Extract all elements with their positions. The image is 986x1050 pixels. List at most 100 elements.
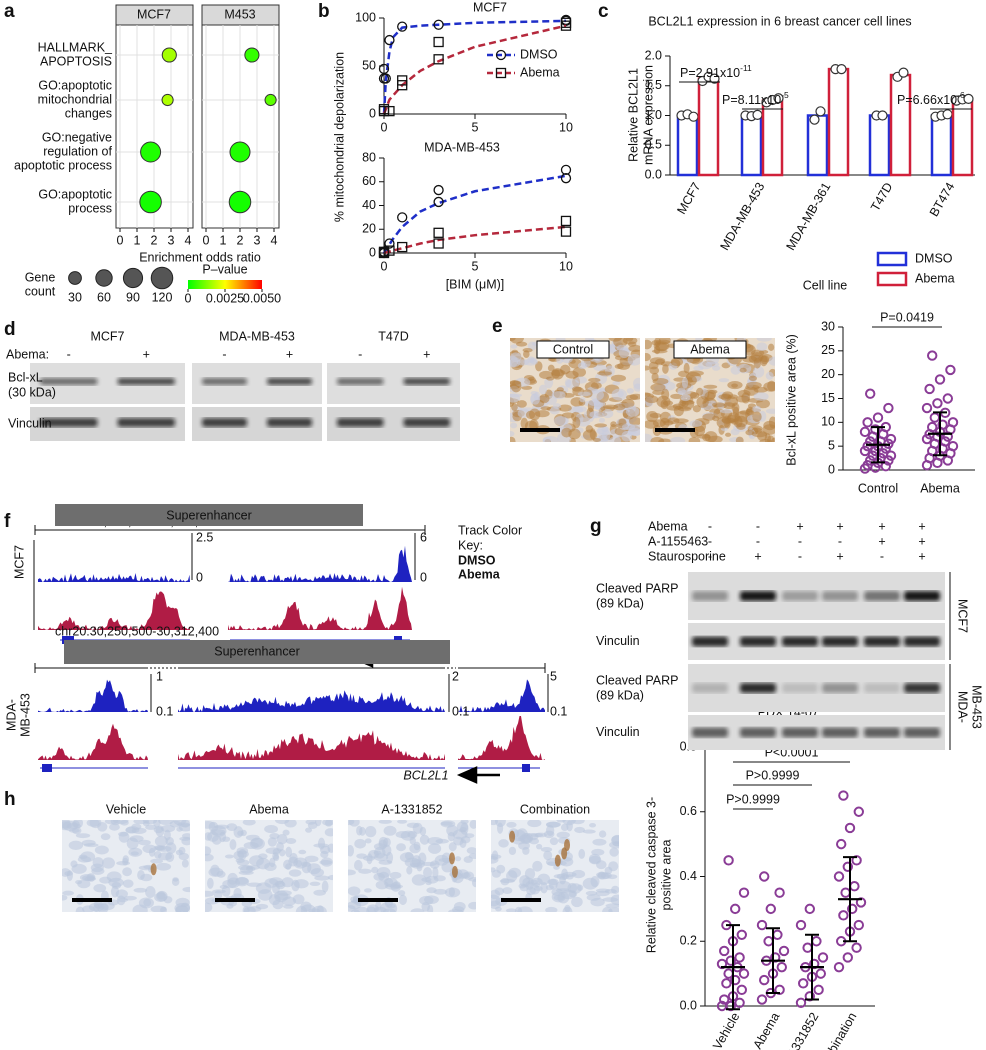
image-label: Abema (249, 802, 289, 816)
cell-line-label: MCF7 (12, 545, 26, 579)
point (842, 861, 853, 872)
protein-label: Vinculin (596, 725, 640, 739)
cell (602, 906, 613, 912)
cell (669, 436, 686, 442)
cell (130, 851, 139, 856)
cell (711, 402, 726, 408)
point (397, 75, 408, 86)
x-axis-label: Enrichment odds ratio (139, 250, 261, 264)
cell (236, 859, 250, 866)
cell (516, 400, 527, 408)
cell (768, 343, 775, 351)
p-value: P>0.9999 (726, 792, 780, 806)
cell-line-label: T47D (378, 329, 409, 343)
cell (350, 909, 360, 912)
point (397, 21, 408, 32)
point (844, 822, 856, 834)
y-tick-label: 0.5 (645, 138, 662, 152)
cell (86, 820, 100, 827)
scale-bar (520, 428, 560, 432)
point (560, 215, 572, 227)
cell (633, 383, 640, 392)
enhancer-box (55, 504, 363, 526)
legend-label: Abema (520, 65, 560, 79)
p-value: P>0.9999 (746, 768, 800, 782)
cell (704, 431, 718, 442)
cell (491, 820, 498, 826)
cell (614, 364, 624, 370)
cell (588, 399, 601, 406)
x-tick-label: 5 (472, 259, 479, 273)
cell (537, 873, 551, 885)
point (756, 994, 768, 1005)
point (772, 929, 783, 940)
cell (555, 888, 572, 893)
dot (244, 47, 260, 63)
panel-label: f (4, 511, 11, 532)
band (822, 727, 858, 738)
cell (539, 370, 554, 380)
point (942, 109, 953, 120)
point (842, 952, 853, 963)
cell (589, 389, 605, 401)
scale-label: 2 (452, 669, 459, 683)
point (883, 402, 894, 414)
band (822, 683, 858, 693)
cell-line-label: MDA- (4, 699, 18, 731)
cell (601, 429, 611, 442)
cell (348, 844, 355, 857)
point (862, 417, 873, 428)
band (740, 727, 776, 738)
cell (122, 857, 129, 866)
scale-bar (655, 428, 695, 432)
point (815, 968, 826, 979)
bar (827, 67, 850, 177)
cell (660, 399, 669, 410)
point (433, 19, 444, 30)
cell (673, 405, 684, 417)
point (719, 945, 730, 957)
point (870, 424, 881, 435)
sign: + (878, 534, 885, 548)
x-tick-label: 4 (271, 233, 278, 247)
cell (281, 877, 294, 888)
cell (588, 853, 601, 864)
cell (319, 859, 333, 865)
point (752, 109, 763, 121)
stain (448, 852, 455, 865)
cell (82, 905, 95, 912)
cell (276, 842, 284, 852)
cell (292, 894, 305, 905)
cell (423, 867, 433, 879)
cell (101, 857, 115, 869)
cell (471, 878, 476, 888)
cell (692, 405, 701, 413)
cell (154, 850, 162, 859)
cell (765, 371, 774, 380)
cell (505, 908, 517, 912)
cell (459, 838, 467, 848)
cell (540, 847, 553, 852)
sign: + (878, 519, 885, 533)
cell (288, 869, 302, 877)
band (782, 591, 818, 601)
cell (582, 429, 598, 441)
cell (348, 886, 361, 896)
point (774, 887, 785, 898)
cell (235, 876, 250, 887)
bar (676, 114, 699, 177)
cell (115, 889, 129, 899)
scale-label: 1 (156, 669, 163, 683)
bar (806, 114, 829, 177)
stain (554, 854, 561, 867)
band (740, 683, 776, 693)
cell (229, 839, 237, 850)
band (904, 636, 940, 647)
cell (283, 904, 294, 909)
coords: chr20:30,250,500-30,312,400 (55, 624, 219, 638)
category-label: APOPTOSIS (40, 54, 112, 68)
sign: + (918, 549, 925, 563)
bar (761, 99, 784, 177)
cell (307, 821, 318, 830)
band (864, 636, 900, 647)
